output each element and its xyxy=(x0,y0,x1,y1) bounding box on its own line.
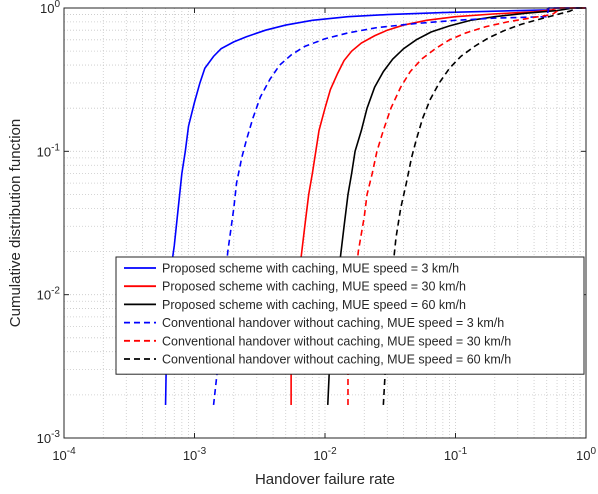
legend-label-4: Conventional handover without caching, M… xyxy=(162,316,504,330)
legend-label-1: Proposed scheme with caching, MUE speed … xyxy=(162,262,459,276)
series-line-6 xyxy=(382,7,586,406)
y-tick-label: 10-2 xyxy=(37,286,61,303)
x-tick-label: 100 xyxy=(576,446,596,463)
y-tick-label: 100 xyxy=(40,0,60,16)
y-tick-labels: 10-3 10-2 10-1 100 xyxy=(37,0,61,446)
x-tick-label: 10-2 xyxy=(313,446,337,463)
y-tick-label: 10-3 xyxy=(37,429,61,446)
series-line-5 xyxy=(347,7,586,405)
legend-label-6: Conventional handover without caching, M… xyxy=(162,353,511,367)
series-line-4 xyxy=(212,7,586,406)
x-tick-labels: 10-4 10-3 10-2 10-1 100 xyxy=(52,446,596,463)
x-axis-label: Handover failure rate xyxy=(255,471,395,488)
y-axis-label: Cumulative distribution function xyxy=(7,119,24,327)
legend-label-2: Proposed scheme with caching, MUE speed … xyxy=(162,280,466,294)
y-tick-label: 10-1 xyxy=(37,142,61,159)
series-lines xyxy=(164,7,586,406)
x-tick-label: 10-4 xyxy=(52,446,76,463)
legend-label-3: Proposed scheme with caching, MUE speed … xyxy=(162,298,466,312)
x-tick-label: 10-1 xyxy=(444,446,468,463)
legend-box xyxy=(115,256,585,375)
legend-label-5: Conventional handover without caching, M… xyxy=(162,334,511,348)
series-line-1 xyxy=(164,7,586,405)
x-tick-label: 10-3 xyxy=(183,446,207,463)
legend: Proposed scheme with caching, MUE speed … xyxy=(115,256,585,375)
series-line-2 xyxy=(290,7,586,405)
